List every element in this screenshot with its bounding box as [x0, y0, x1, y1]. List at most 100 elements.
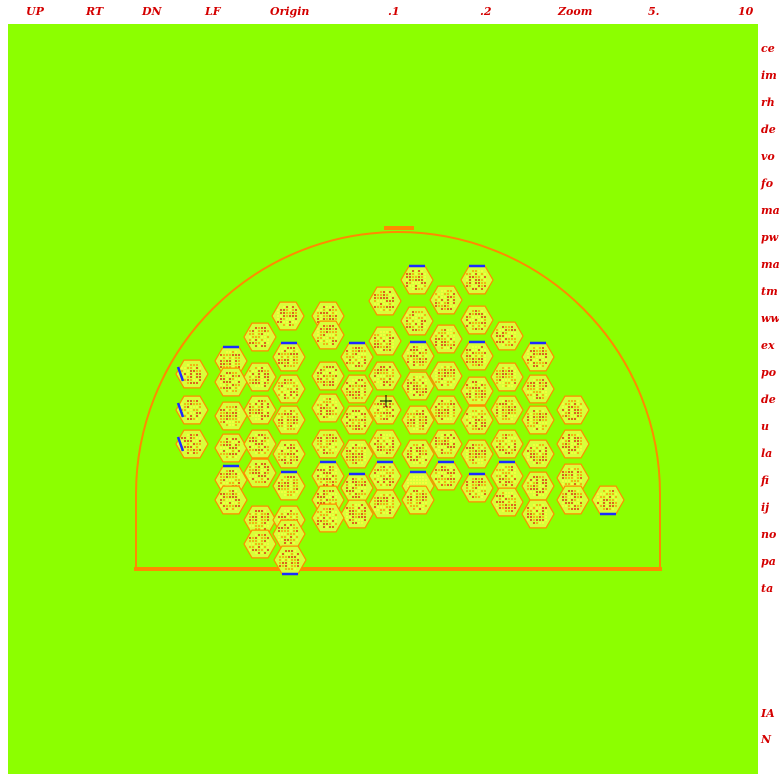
side-item-n[interactable]: N	[761, 733, 772, 746]
fuel-assembly	[429, 395, 463, 425]
side-item-21[interactable]: ta	[761, 582, 774, 595]
fuel-assembly	[460, 405, 494, 435]
fuel-assembly	[401, 485, 435, 515]
side-item-16[interactable]: la	[761, 447, 773, 460]
fuel-assembly	[368, 460, 402, 491]
up-button[interactable]: UP	[26, 5, 44, 18]
fuel-assembly	[490, 487, 524, 517]
fuel-assembly	[340, 374, 374, 404]
fuel-assembly	[591, 485, 625, 516]
fuel-assembly	[340, 341, 374, 372]
fuel-assembly	[273, 545, 307, 576]
scale-5-button[interactable]: 5.	[648, 5, 660, 18]
side-item-4[interactable]: de	[761, 123, 776, 136]
crosshair-icon	[380, 395, 392, 407]
down-button[interactable]: DN	[142, 5, 162, 18]
fuel-assembly	[460, 376, 494, 406]
plot-canvas[interactable]	[8, 24, 758, 774]
fuel-assembly	[400, 264, 434, 295]
side-item-17[interactable]: fi	[761, 474, 769, 487]
fuel-assembly	[340, 472, 374, 503]
fuel-assembly	[272, 405, 306, 435]
origin-button[interactable]: Origin	[270, 5, 310, 18]
fuel-assembly	[175, 359, 209, 389]
fuel-assembly	[368, 326, 402, 356]
side-item-2[interactable]: im	[761, 69, 777, 82]
toolbar: UP RT DN LF Origin .1 .2 Zoom 5. 10	[0, 0, 779, 24]
fuel-assembly	[368, 286, 402, 316]
side-item-10[interactable]: tm	[761, 285, 778, 298]
fuel-assembly	[460, 340, 494, 371]
fuel-assembly	[368, 429, 402, 459]
side-item-15[interactable]: u	[761, 420, 769, 433]
fuel-assembly	[521, 405, 555, 435]
side-item-18[interactable]: ij	[761, 501, 770, 514]
side-item-3[interactable]: rh	[761, 96, 775, 109]
fuel-assembly	[460, 439, 494, 469]
fuel-assembly	[340, 405, 374, 435]
scale-10-button[interactable]: 10	[738, 5, 754, 18]
side-item-13[interactable]: po	[761, 366, 777, 379]
side-item-1[interactable]: ce	[761, 42, 775, 55]
side-item-5[interactable]: vo	[761, 150, 775, 163]
fuel-assembly	[311, 503, 345, 533]
fuel-assembly	[272, 374, 306, 404]
side-item-19[interactable]: no	[761, 528, 777, 541]
fuel-assembly	[311, 460, 345, 491]
fuel-assembly	[311, 320, 345, 350]
zoom-button[interactable]: Zoom	[558, 5, 593, 18]
right-button[interactable]: RT	[86, 5, 104, 18]
fuel-assembly	[175, 395, 209, 425]
fuel-assembly	[429, 460, 463, 491]
side-item-7[interactable]: ma	[761, 204, 779, 217]
side-item-12[interactable]: ex	[761, 339, 775, 352]
fuel-assembly	[556, 429, 590, 459]
scale-0-2-button[interactable]: .2	[480, 5, 492, 18]
fuel-assembly	[214, 485, 248, 515]
fuel-assembly	[429, 324, 463, 354]
fuel-assembly	[214, 433, 248, 463]
fuel-assembly	[490, 429, 524, 459]
vessel-outline	[134, 226, 662, 571]
fuel-assembly	[272, 439, 306, 469]
fuel-assembly	[272, 341, 306, 372]
fuel-assembly	[340, 439, 374, 469]
left-button[interactable]: LF	[205, 5, 221, 18]
side-item-11[interactable]: ww	[761, 312, 779, 325]
fuel-assembly	[175, 429, 209, 459]
fuel-assembly	[490, 460, 524, 491]
fuel-assembly	[521, 341, 555, 372]
fuel-assembly	[400, 306, 434, 336]
fuel-assembly	[340, 499, 374, 529]
fuel-assembly-grid	[175, 264, 625, 576]
side-item-ia[interactable]: IA	[761, 707, 775, 720]
side-item-20[interactable]: pa	[761, 555, 776, 568]
fuel-assembly	[243, 362, 277, 392]
fuel-assembly	[243, 458, 277, 488]
fuel-assembly	[214, 367, 248, 397]
fuel-assembly	[521, 374, 555, 404]
fuel-assembly	[243, 395, 277, 425]
fuel-assembly	[401, 405, 435, 435]
fuel-assembly	[490, 362, 524, 392]
fuel-assembly	[311, 393, 345, 423]
fuel-assembly	[401, 371, 435, 401]
fuel-assembly	[271, 301, 305, 331]
fuel-assembly	[429, 361, 463, 391]
scale-0-1-button[interactable]: .1	[388, 5, 400, 18]
fuel-assembly	[311, 429, 345, 459]
fuel-assembly	[460, 305, 494, 335]
fuel-assembly	[556, 485, 590, 515]
fuel-assembly	[243, 529, 277, 559]
fuel-assembly	[521, 499, 555, 529]
geometry-plot[interactable]	[8, 24, 758, 774]
fuel-assembly	[490, 321, 524, 351]
fuel-assembly	[401, 439, 435, 469]
side-item-8[interactable]: pw	[761, 231, 779, 244]
fuel-assembly	[460, 264, 494, 295]
side-item-9[interactable]: ma	[761, 258, 779, 271]
fuel-assembly	[243, 322, 277, 352]
side-item-6[interactable]: fo	[761, 177, 774, 190]
side-item-14[interactable]: de	[761, 393, 776, 406]
fuel-assembly	[243, 429, 277, 459]
